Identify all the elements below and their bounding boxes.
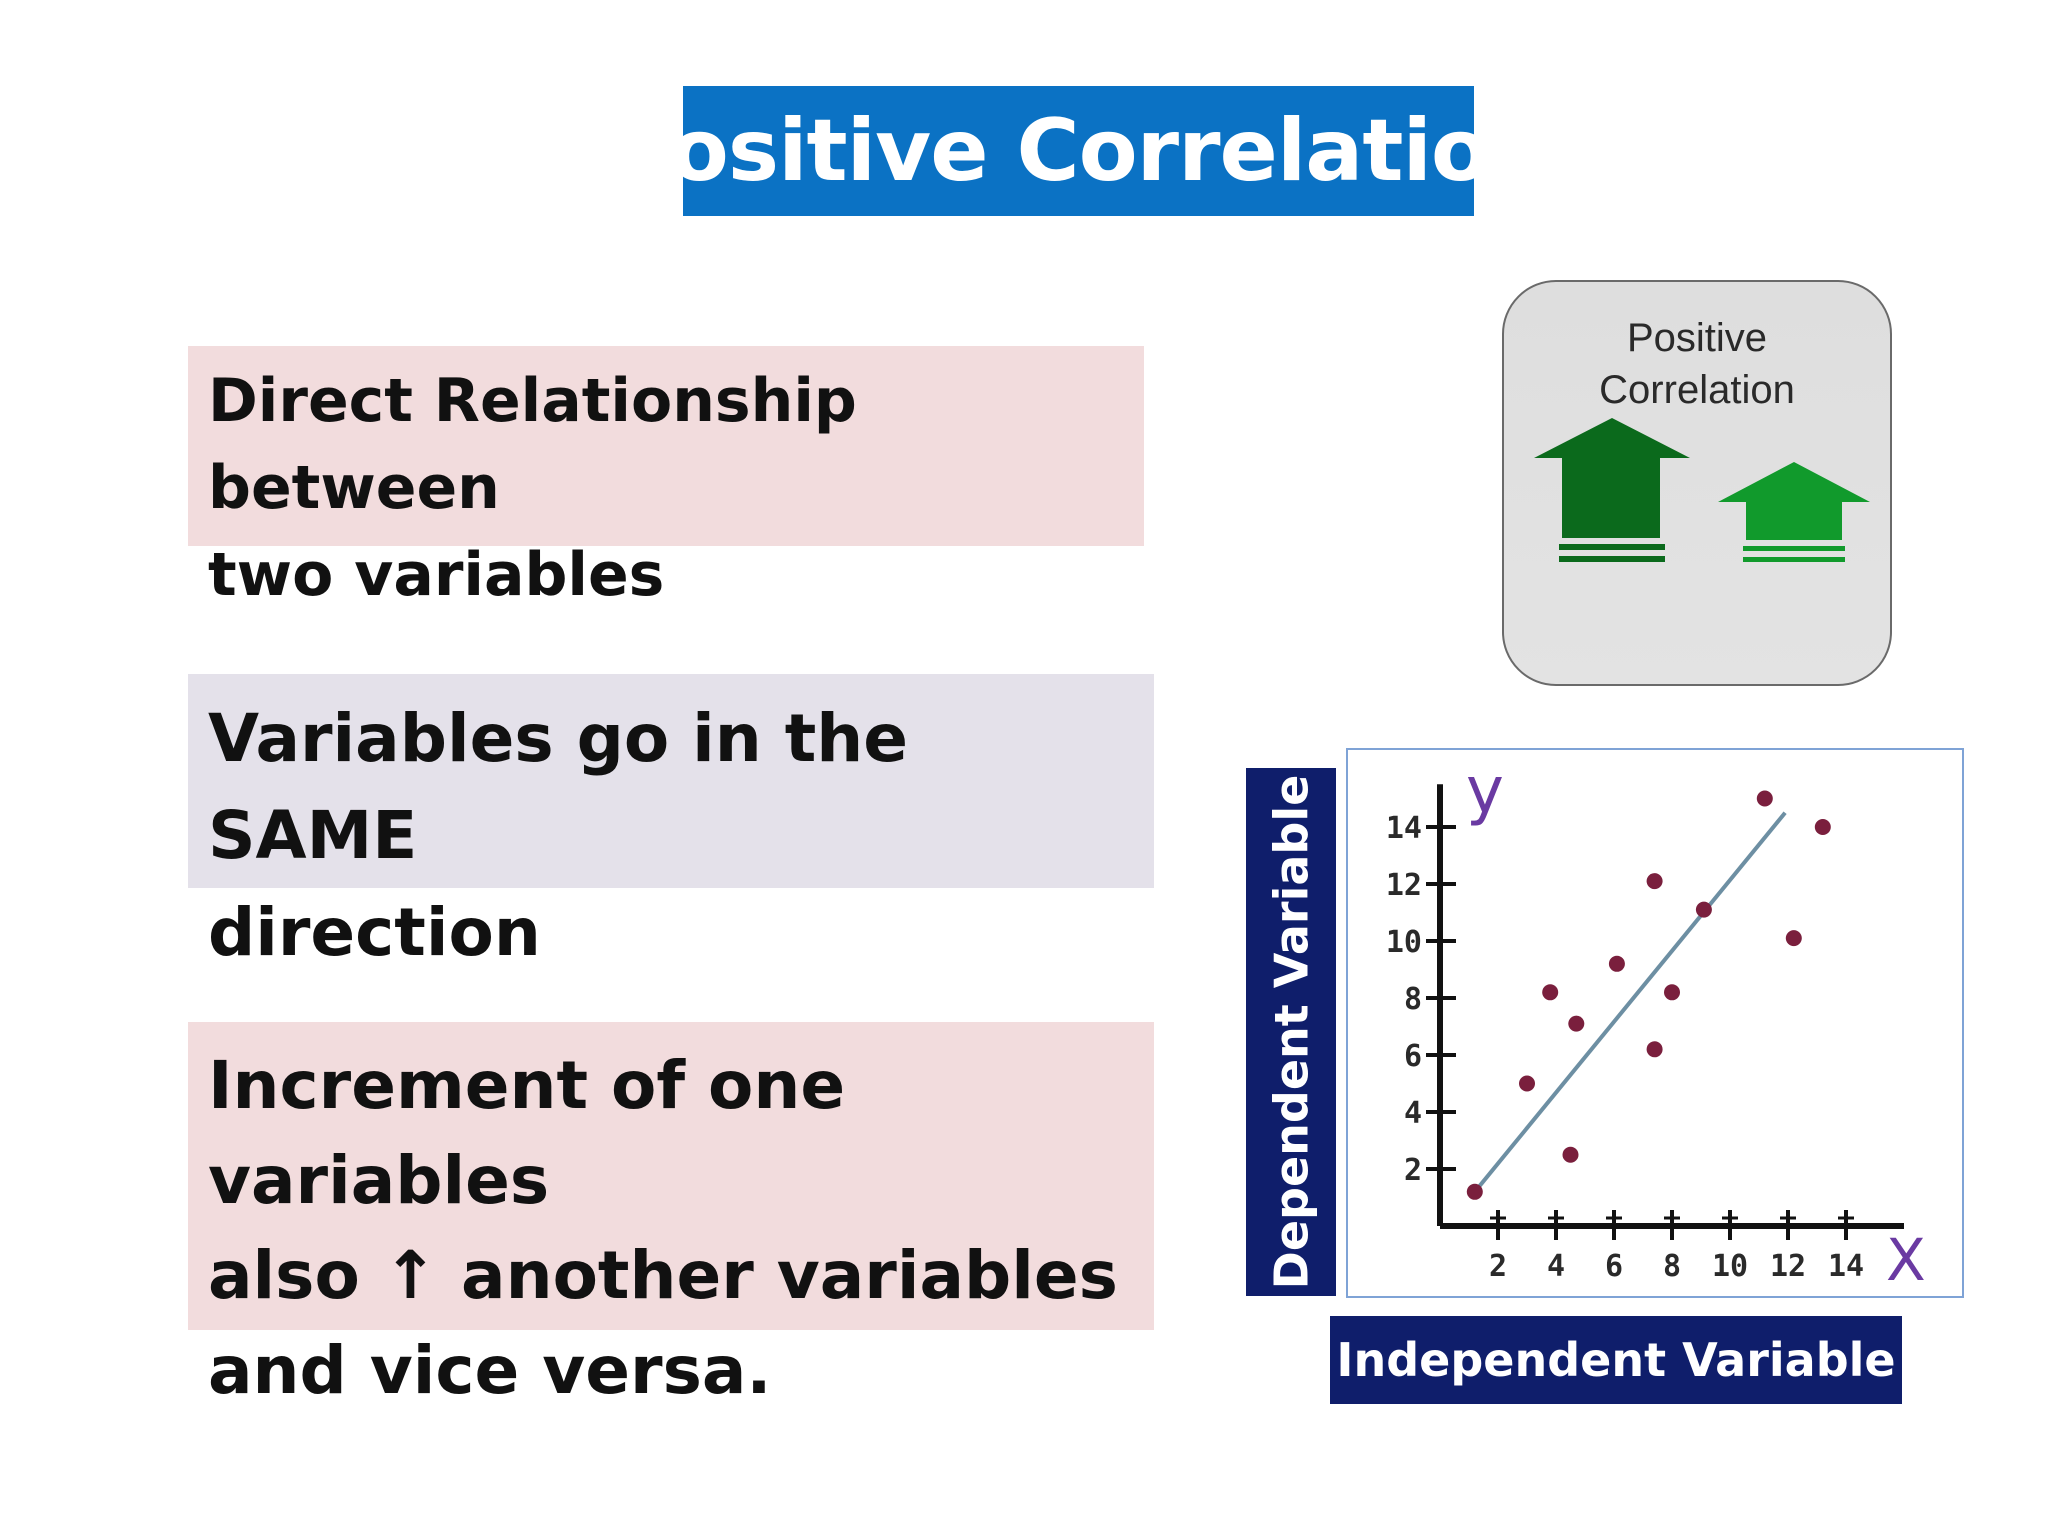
x-tick-label: 4 (1547, 1249, 1565, 1284)
point-line: Direct Relationship between (208, 366, 857, 523)
point-line: two variables (208, 540, 665, 610)
data-point (1785, 930, 1802, 947)
x-tick-label: 2 (1489, 1249, 1507, 1284)
data-point (1568, 1015, 1585, 1032)
point-line: direction (208, 894, 541, 971)
positive-correlation-icon-card: Positive Correlation (1502, 280, 1892, 686)
data-point (1519, 1075, 1535, 1092)
icon-caption: Positive Correlation (1504, 312, 1890, 416)
x-axis-label: Independent Variable (1336, 1333, 1896, 1387)
point-line: Variables go in the SAME (208, 700, 909, 874)
data-point (1646, 873, 1663, 890)
icon-caption-line: Positive (1626, 316, 1768, 360)
point-line: Increment of one variables (208, 1047, 846, 1219)
data-point (1756, 790, 1773, 807)
data-point (1664, 984, 1680, 1001)
point-increment: Increment of one variables also ↑ anothe… (188, 1022, 1154, 1409)
y-axis-label-box: Dependent Variable (1246, 768, 1336, 1296)
y-tick-label: 2 (1404, 1153, 1422, 1188)
up-arrow-icon (1534, 418, 1690, 562)
data-point (1646, 1041, 1663, 1058)
data-point (1814, 819, 1831, 835)
point-line: also ↑ another variables (208, 1237, 1118, 1314)
x-tick-label: 8 (1663, 1249, 1681, 1284)
title-banner: Positive Correlation (608, 86, 1550, 216)
y-tick-label: 14 (1386, 811, 1422, 846)
up-arrow-icon (1718, 462, 1870, 562)
y-tick-label: 6 (1404, 1039, 1422, 1074)
x-tick-label: 10 (1712, 1249, 1748, 1284)
scatter-plot-svg: 2 4 6 8 10 12 14 2 4 6 8 10 12 14 y X (1386, 754, 1926, 1294)
data-point (1466, 1183, 1483, 1200)
data-point (1542, 984, 1559, 1001)
data-point (1695, 901, 1712, 918)
data-point (1562, 1146, 1579, 1163)
x-tick-label: 6 (1605, 1249, 1623, 1284)
y-tick-label: 8 (1404, 982, 1422, 1017)
y-tick-label: 12 (1386, 868, 1422, 903)
point-direct-relationship: Direct Relationship between two variable… (188, 346, 1144, 610)
x-axis-label-box: Independent Variable (1330, 1316, 1902, 1404)
slide-title: Positive Correlation (607, 101, 1550, 201)
data-point (1608, 955, 1625, 972)
scatter-plot: 2 4 6 8 10 12 14 2 4 6 8 10 12 14 y X (1346, 748, 1964, 1298)
y-tick-label: 4 (1404, 1096, 1422, 1131)
x-tick-label: 12 (1770, 1249, 1806, 1284)
icon-caption-line: Correlation (1599, 368, 1795, 412)
y-axis-label: Dependent Variable (1264, 774, 1318, 1290)
x-tick-label: 14 (1828, 1249, 1864, 1284)
x-axis-symbol: X (1886, 1226, 1926, 1294)
trend-line (1473, 811, 1787, 1194)
point-line: and vice versa. (208, 1332, 772, 1409)
y-tick-label: 10 (1386, 925, 1422, 960)
point-same-direction: Variables go in the SAME direction (188, 674, 1154, 971)
y-axis-symbol: y (1466, 754, 1504, 828)
